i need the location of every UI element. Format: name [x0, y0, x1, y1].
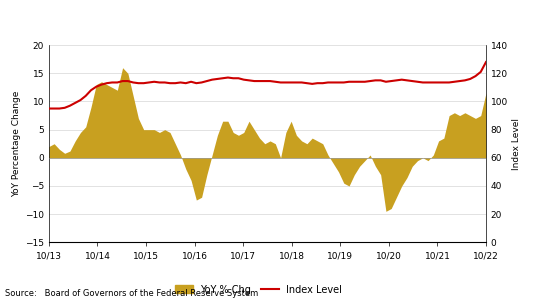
Y-axis label: YoY Percentage Change: YoY Percentage Change	[12, 91, 21, 197]
Legend: YoY % Chg, Index Level: YoY % Chg, Index Level	[171, 281, 346, 299]
Text: U.S. Dollar Trade-Weighted Index: U.S. Dollar Trade-Weighted Index	[5, 14, 280, 29]
Text: Source:   Board of Governors of the Federal Reserve System: Source: Board of Governors of the Federa…	[5, 289, 258, 298]
Y-axis label: Index Level: Index Level	[512, 118, 521, 170]
